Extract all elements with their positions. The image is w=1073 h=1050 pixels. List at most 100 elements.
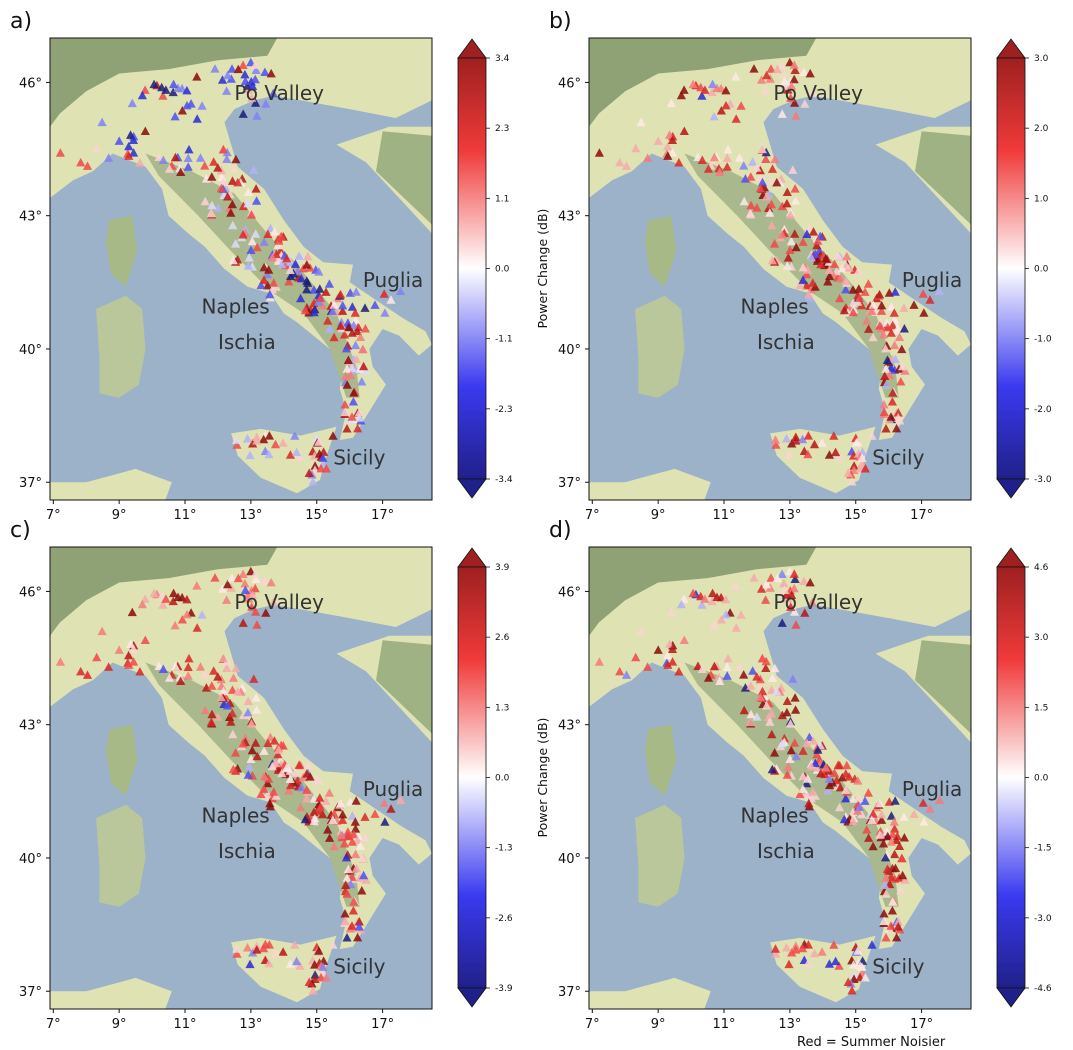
station-marker	[882, 318, 892, 327]
station-marker	[890, 849, 900, 859]
station-marker	[300, 814, 310, 824]
station-marker	[355, 332, 366, 341]
station-marker	[277, 768, 287, 778]
station-marker	[164, 164, 175, 173]
station-marker	[265, 289, 275, 299]
station-marker	[893, 917, 903, 926]
colorbar-tick-label: 3.9	[495, 563, 510, 573]
station-marker	[158, 91, 168, 100]
station-marker	[347, 811, 357, 820]
station-marker	[877, 815, 887, 824]
station-marker	[238, 230, 248, 239]
station-marker	[321, 796, 331, 805]
station-marker	[97, 626, 107, 636]
colorbar-tick-label: -3.4	[495, 475, 513, 485]
station-marker	[883, 831, 893, 841]
station-marker	[396, 286, 406, 295]
station-marker	[256, 789, 266, 799]
colorbar-tick-label: 3.0	[1034, 633, 1049, 643]
station-marker	[802, 280, 812, 290]
station-marker	[227, 176, 238, 185]
station-marker	[338, 815, 348, 824]
station-marker	[217, 75, 228, 84]
station-marker	[790, 184, 800, 193]
station-marker	[679, 635, 689, 644]
station-marker	[267, 252, 277, 262]
region-label-po: Po Valley	[234, 590, 324, 614]
station-marker	[245, 959, 255, 969]
station-marker	[268, 597, 278, 607]
station-marker	[261, 608, 271, 617]
station-marker	[868, 300, 878, 309]
station-marker	[784, 450, 794, 460]
station-marker	[668, 148, 678, 157]
land-sardinia	[96, 804, 146, 907]
station-marker	[925, 295, 935, 304]
station-marker	[886, 811, 896, 820]
station-marker	[867, 431, 877, 440]
station-marker	[273, 749, 283, 759]
station-marker	[248, 590, 258, 599]
station-marker	[643, 662, 653, 671]
station-marker	[347, 837, 357, 846]
region-label-ischia: Ischia	[218, 330, 276, 354]
station-marker	[252, 945, 262, 954]
station-marker	[240, 585, 250, 594]
station-marker	[114, 645, 124, 654]
map-frame	[588, 546, 972, 1010]
station-marker	[296, 273, 306, 283]
station-marker	[315, 293, 325, 302]
station-marker	[636, 117, 646, 127]
station-marker	[296, 782, 306, 792]
station-marker	[888, 897, 898, 906]
station-marker	[295, 452, 305, 461]
station-marker	[752, 163, 762, 172]
station-marker	[709, 111, 719, 121]
station-marker	[782, 707, 792, 717]
station-marker	[213, 712, 223, 721]
station-marker	[343, 318, 353, 327]
station-marker	[342, 933, 352, 942]
station-marker	[823, 277, 833, 286]
station-marker	[734, 662, 745, 671]
station-marker	[285, 265, 295, 274]
station-marker	[762, 70, 772, 80]
station-marker	[890, 796, 900, 805]
station-marker	[848, 307, 858, 317]
station-marker	[791, 945, 801, 954]
station-marker	[835, 293, 845, 303]
station-marker	[124, 660, 134, 669]
map-frame	[49, 546, 433, 1010]
station-marker	[813, 763, 823, 772]
station-marker	[674, 667, 684, 676]
station-marker	[813, 745, 823, 754]
colorbar-tick-label: 0.0	[495, 265, 510, 275]
station-marker	[676, 599, 686, 609]
station-marker	[328, 306, 338, 315]
station-marker	[361, 366, 371, 375]
station-marker	[809, 439, 820, 449]
station-marker	[676, 90, 686, 100]
station-marker	[594, 148, 604, 157]
lat-tick-label: 37°	[558, 985, 581, 1000]
station-marker	[721, 609, 731, 619]
station-marker	[835, 273, 845, 283]
station-marker	[286, 780, 296, 790]
station-marker	[140, 635, 150, 644]
alps-relief	[589, 38, 817, 127]
station-marker	[791, 705, 801, 714]
station-marker	[245, 450, 255, 460]
panel-label: d)	[549, 518, 572, 543]
station-marker	[803, 265, 813, 274]
station-marker	[360, 303, 370, 312]
station-marker	[104, 153, 114, 162]
station-marker	[880, 343, 891, 353]
station-marker	[935, 286, 945, 295]
station-marker	[207, 709, 217, 719]
station-marker	[336, 289, 346, 299]
balkan-relief	[915, 131, 971, 225]
station-marker	[715, 167, 725, 176]
station-marker	[731, 581, 741, 590]
station-marker	[889, 308, 899, 317]
